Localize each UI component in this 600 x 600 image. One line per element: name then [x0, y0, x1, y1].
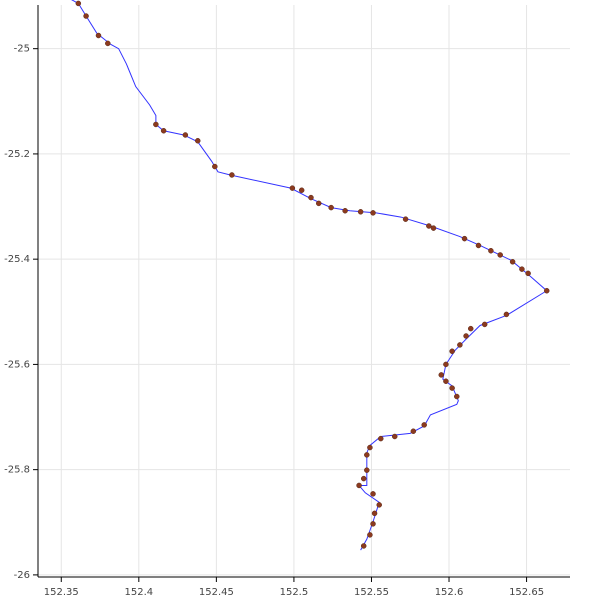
point	[410, 428, 417, 434]
x-tick-label: 152.6	[435, 587, 464, 598]
point	[370, 521, 376, 527]
point	[356, 482, 362, 489]
point	[454, 393, 460, 400]
point	[481, 321, 488, 328]
point	[229, 172, 235, 178]
point	[357, 209, 364, 215]
point	[367, 532, 373, 538]
point	[438, 372, 445, 378]
point	[457, 342, 463, 348]
point	[376, 502, 382, 508]
y-tick-label: -25.6	[4, 359, 30, 370]
x-tick-label: 152.35	[44, 587, 79, 598]
point	[364, 452, 370, 458]
point	[503, 311, 510, 318]
point	[182, 132, 189, 138]
point	[443, 378, 449, 384]
point	[443, 361, 449, 368]
point	[461, 235, 468, 242]
point	[195, 138, 201, 144]
point	[430, 225, 437, 231]
point	[402, 216, 409, 222]
point	[370, 491, 376, 497]
point	[364, 467, 370, 473]
x-tick-label: 152.5	[280, 587, 309, 598]
point	[543, 287, 550, 294]
x-tick-label: 152.65	[509, 587, 544, 598]
x-tick-label: 152.45	[199, 587, 234, 598]
point	[467, 325, 474, 332]
point	[367, 444, 373, 451]
point	[95, 32, 102, 39]
point	[391, 433, 398, 440]
y-tick-label: -25.8	[4, 465, 30, 476]
point	[497, 252, 503, 258]
point	[463, 333, 469, 339]
point	[509, 259, 516, 265]
point	[360, 475, 367, 482]
point	[342, 208, 348, 214]
y-tick-label: -25.2	[4, 149, 30, 160]
y-tick-label: -25	[14, 44, 30, 55]
point	[160, 128, 167, 134]
point	[519, 266, 525, 272]
point	[75, 0, 82, 7]
point	[308, 194, 314, 201]
point	[449, 348, 455, 355]
point	[360, 543, 367, 549]
point	[370, 210, 376, 216]
point	[449, 385, 455, 391]
x-tick-label: 152.55	[354, 587, 389, 598]
point	[421, 422, 427, 428]
point	[153, 121, 159, 128]
y-tick-label: -25.4	[4, 254, 30, 265]
point	[289, 185, 296, 191]
point	[475, 242, 482, 249]
point	[212, 163, 218, 170]
point	[378, 435, 384, 442]
point	[298, 187, 305, 193]
point	[105, 40, 111, 47]
point	[426, 223, 432, 229]
point	[315, 200, 322, 207]
y-tick-label: -26	[14, 570, 30, 581]
x-tick-label: 152.4	[124, 587, 153, 598]
point	[525, 270, 531, 277]
point	[488, 247, 494, 254]
point	[328, 204, 334, 211]
point	[371, 510, 378, 517]
track-line	[71, 0, 548, 551]
point	[83, 13, 89, 19]
